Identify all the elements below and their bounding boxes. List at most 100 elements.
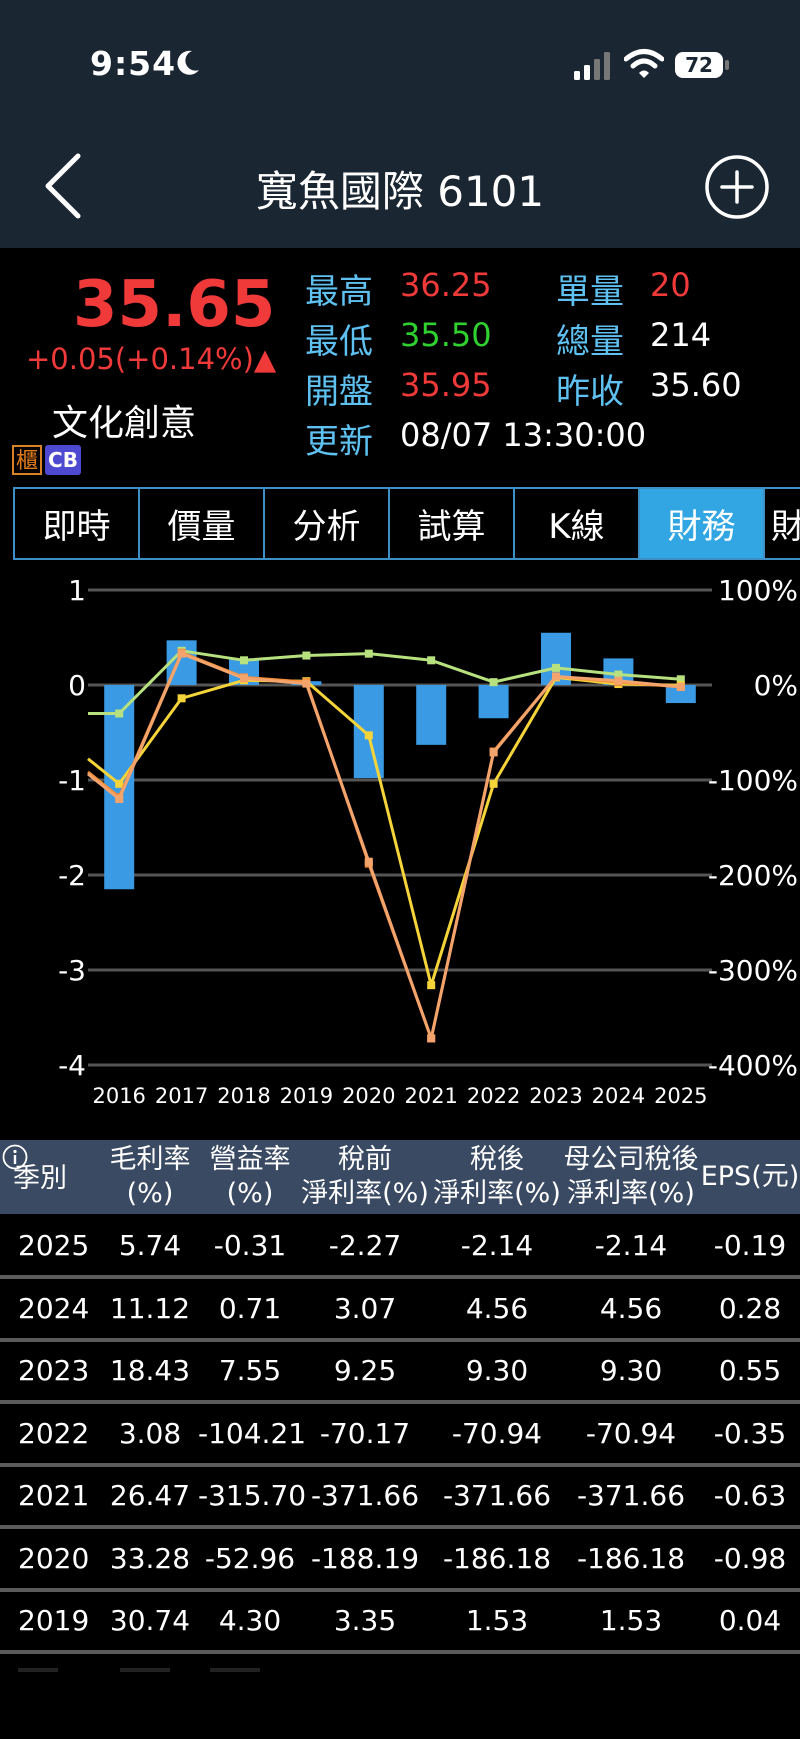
table-row[interactable]: 2024 11.12 0.71 3.07 4.56 4.56 0.28 xyxy=(0,1280,800,1338)
tab-analysis[interactable]: 分析 xyxy=(265,489,390,558)
table-cell: 5.74 xyxy=(118,1229,182,1262)
current-price: 35.65 xyxy=(73,268,276,342)
low-label: 最低 xyxy=(305,322,373,362)
table-cell: 7.55 xyxy=(218,1354,282,1387)
table-cell: -0.19 xyxy=(713,1229,787,1262)
table-cell: 4.56 xyxy=(599,1291,663,1325)
tab-price-volume[interactable]: 價量 xyxy=(140,489,265,558)
open-value: 35.95 xyxy=(400,366,492,404)
eps-bar xyxy=(665,685,696,704)
back-chevron-icon[interactable] xyxy=(38,150,88,220)
eps-bar xyxy=(416,685,447,745)
table-cell: -2.14 xyxy=(460,1229,534,1262)
table-cell: 9.30 xyxy=(465,1354,529,1387)
tab-calculator[interactable]: 試算 xyxy=(390,489,515,558)
column-header-line: 毛利率 xyxy=(109,1144,191,1175)
table-cell: 3.08 xyxy=(118,1416,182,1450)
table-cell: 4.30 xyxy=(218,1604,282,1637)
update-label: 更新 xyxy=(305,422,373,462)
table-cell: -0.35 xyxy=(713,1416,787,1450)
column-header-line: 淨利率(%) xyxy=(301,1178,429,1209)
table-cell: -70.94 xyxy=(585,1416,677,1450)
x-axis-tick-label: 2025 xyxy=(654,1084,707,1108)
row-year: 2022 xyxy=(18,1416,90,1450)
tab-bar: 即時 價量 分析 試算 K線 財務 財 xyxy=(13,487,800,560)
info-icon[interactable] xyxy=(2,1144,28,1170)
cellular-signal-icon xyxy=(574,52,610,80)
column-header[interactable]: 稅後 淨利率(%) xyxy=(430,1140,564,1214)
column-header-line: 營益率 xyxy=(209,1144,291,1175)
series-point-gross xyxy=(489,678,498,687)
table-row[interactable]: 2020 33.28 -52.96 -188.19 -186.18 -186.18 -0.9… xyxy=(0,1530,800,1588)
table-cell: -186.18 xyxy=(576,1541,686,1575)
partially-hidden-row xyxy=(0,1660,800,1680)
column-header[interactable]: 稅前 淨利率(%) xyxy=(300,1140,430,1214)
row-divider xyxy=(0,1400,800,1404)
row-divider xyxy=(0,1525,800,1529)
column-header-line: (%) xyxy=(126,1178,174,1209)
row-divider xyxy=(0,1462,800,1467)
top-bar: 9:54 72 寬魚國際 6101 xyxy=(0,0,800,248)
row-year: 2023 xyxy=(18,1354,90,1387)
series-point-aftertax xyxy=(240,674,248,683)
lot-label: 單量 xyxy=(556,272,624,312)
table-cell: 1.53 xyxy=(465,1604,529,1637)
table-cell: -2.14 xyxy=(594,1229,668,1262)
table-cell: -104.21 xyxy=(198,1416,307,1450)
tab-kline[interactable]: K線 xyxy=(515,489,640,558)
right-axis-tick-label: -300% xyxy=(708,954,798,987)
right-axis-tick-label: -100% xyxy=(708,764,798,797)
column-header[interactable]: 營益率 (%) xyxy=(198,1140,302,1214)
series-point-aftertax xyxy=(115,795,124,803)
page-title: 寬魚國際 6101 xyxy=(255,167,545,216)
column-header[interactable]: EPS(元) xyxy=(700,1140,800,1214)
tab-realtime[interactable]: 即時 xyxy=(15,489,140,558)
table-row[interactable]: 2019 30.74 4.30 3.35 1.53 1.53 0.04 xyxy=(0,1592,800,1650)
column-header[interactable]: 母公司稅後 淨利率(%) xyxy=(562,1140,700,1214)
tab-financials[interactable]: 財務 xyxy=(640,489,765,558)
left-axis-tick-label: -2 xyxy=(58,859,86,892)
table-cell: -2.27 xyxy=(328,1229,402,1262)
series-point-gross xyxy=(364,649,373,658)
series-point-operating xyxy=(364,731,373,740)
x-axis-tick-label: 2022 xyxy=(467,1084,520,1108)
row-year: 2020 xyxy=(18,1541,90,1575)
right-axis-tick-label: 100% xyxy=(718,574,798,607)
series-point-gross xyxy=(676,675,685,684)
row-divider xyxy=(0,1275,800,1279)
table-cell: 0.28 xyxy=(718,1291,782,1325)
column-header-line: EPS(元) xyxy=(700,1161,800,1192)
table-cell: 30.74 xyxy=(109,1604,191,1637)
series-point-aftertax xyxy=(552,672,560,681)
table-row[interactable]: 2023 18.43 7.55 9.25 9.30 9.30 0.55 xyxy=(0,1342,800,1400)
series-point-gross xyxy=(240,656,248,665)
series-point-aftertax xyxy=(614,676,623,685)
table-cell: 33.28 xyxy=(109,1541,191,1575)
open-label: 開盤 xyxy=(305,372,373,412)
table-row[interactable]: 2025 5.74 -0.31 -2.27 -2.14 -2.14 -0.19 xyxy=(0,1217,800,1275)
column-header[interactable]: 季別 xyxy=(10,1140,70,1216)
row-year: 2025 xyxy=(18,1229,90,1262)
financial-chart: 1 0 -1 -2 -3 -4 100% 0% -100% -200% -300% -400% 2016… xyxy=(58,574,798,1108)
table-cell: -186.18 xyxy=(442,1541,552,1575)
status-time: 9:54 xyxy=(90,44,177,83)
column-header-line: 淨利率(%) xyxy=(433,1178,561,1209)
column-header[interactable]: 毛利率 (%) xyxy=(100,1140,200,1214)
series-line-pretax xyxy=(87,651,681,1040)
low-value: 35.50 xyxy=(400,316,492,354)
tab-more-cut[interactable]: 財 xyxy=(771,507,800,547)
table-cell: -0.31 xyxy=(213,1229,287,1262)
left-axis-tick-label: -1 xyxy=(58,764,86,797)
series-point-aftertax xyxy=(364,857,373,866)
add-watchlist-icon[interactable] xyxy=(703,153,771,221)
table-row[interactable]: 2021 26.47 -315.70 -371.66 -371.66 -371.66 -0.… xyxy=(0,1467,800,1525)
column-header-line: 稅後 xyxy=(470,1144,524,1175)
row-year: 2019 xyxy=(18,1604,90,1637)
column-header-line: 稅前 xyxy=(338,1144,392,1175)
x-axis-tick-label: 2019 xyxy=(280,1084,333,1108)
column-header-line: 季別 xyxy=(13,1163,67,1194)
table-cell: 9.30 xyxy=(599,1354,663,1387)
table-row[interactable]: 2022 3.08 -104.21 -70.17 -70.94 -70.94 -0.35 xyxy=(0,1405,800,1463)
right-axis-tick-label: -400% xyxy=(708,1049,798,1082)
